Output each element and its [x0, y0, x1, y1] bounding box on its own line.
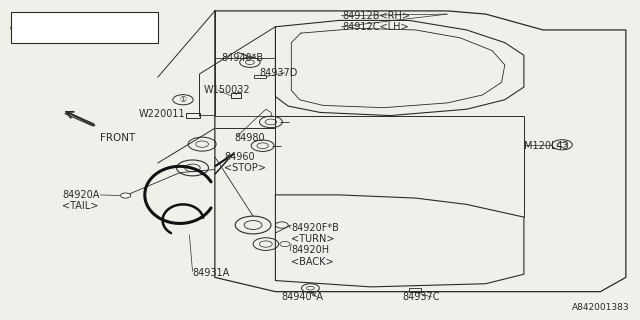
Text: 84920A: 84920A [62, 190, 99, 200]
Text: 84937C: 84937C [403, 292, 440, 302]
Text: 84912C<LH>: 84912C<LH> [342, 22, 409, 32]
Bar [11, 12, 157, 43]
Text: 84920F*B: 84920F*B [291, 223, 339, 233]
Text: M120L43: M120L43 [524, 141, 569, 151]
Text: A842001383: A842001383 [572, 303, 629, 312]
Text: W220004(-'16.04): W220004(-'16.04) [38, 16, 119, 25]
Text: 84920H: 84920H [291, 245, 330, 255]
Text: W220013('16.04-): W220013('16.04-) [38, 31, 119, 40]
Text: 84940*A: 84940*A [282, 292, 324, 302]
Text: 84960: 84960 [225, 152, 255, 162]
Text: <STOP>: <STOP> [225, 163, 266, 173]
Text: FRONT: FRONT [100, 133, 136, 143]
Text: 84980: 84980 [234, 133, 264, 143]
Text: W150032: W150032 [204, 85, 251, 95]
Bar [186, 113, 200, 118]
Text: <TURN>: <TURN> [291, 234, 335, 244]
Circle shape [120, 193, 131, 198]
Text: W220011: W220011 [138, 109, 185, 119]
Text: ①: ① [19, 24, 26, 33]
Text: <TAIL>: <TAIL> [62, 201, 99, 211]
Text: 84940*B: 84940*B [221, 53, 263, 63]
Text: 84912B<RH>: 84912B<RH> [342, 11, 410, 21]
Text: 84937D: 84937D [259, 68, 298, 78]
Text: ①: ① [180, 95, 186, 104]
Bar [409, 288, 420, 292]
Text: 84931A: 84931A [193, 268, 230, 278]
Bar [231, 93, 241, 99]
Text: <BACK>: <BACK> [291, 257, 334, 267]
Bar [254, 75, 266, 78]
